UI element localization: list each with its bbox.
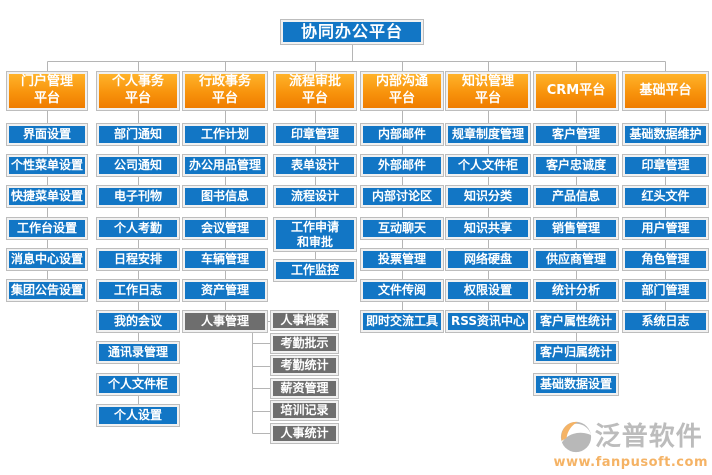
module-node: 车辆管理 <box>182 248 268 271</box>
module-node: 流程设计 <box>273 185 357 208</box>
module-node: 工作计划 <box>182 123 268 146</box>
module-node: 个性菜单设置 <box>6 154 88 177</box>
module-node: 客户忠诚度 <box>533 154 619 177</box>
module-node: RSS资讯中心 <box>445 310 531 333</box>
module-node: 我的会议 <box>96 310 180 333</box>
module-node: 快捷菜单设置 <box>6 185 88 208</box>
module-node: 图书信息 <box>182 185 268 208</box>
submodule-node: 薪资管理 <box>270 378 339 399</box>
module-node: 会议管理 <box>182 217 268 240</box>
platform-header: 流程审批 平台 <box>273 71 357 111</box>
module-node: 即时交流工具 <box>360 310 444 333</box>
module-node: 网络硬盘 <box>445 248 531 271</box>
submodule-node: 考勤统计 <box>270 355 339 376</box>
module-node: 知识共享 <box>445 217 531 240</box>
module-node: 产品信息 <box>533 185 619 208</box>
module-node: 红头文件 <box>622 185 709 208</box>
fanpu-logo-icon <box>559 420 593 454</box>
module-node: 文件传阅 <box>360 279 444 302</box>
submodule-node: 考勤批示 <box>270 333 339 354</box>
module-node: 个人文件柜 <box>96 373 180 396</box>
module-node: 客户归属统计 <box>533 341 619 364</box>
module-node: 界面设置 <box>6 123 88 146</box>
module-node: 电子刊物 <box>96 185 180 208</box>
module-node: 互动聊天 <box>360 217 444 240</box>
submodule-node: 人事档案 <box>270 310 339 331</box>
module-node: 办公用品管理 <box>182 154 268 177</box>
module-node: 客户管理 <box>533 123 619 146</box>
platform-header: 行政事务 平台 <box>182 71 268 111</box>
module-node: 人事管理 <box>182 310 268 333</box>
module-node: 工作台设置 <box>6 217 88 240</box>
module-node: 个人文件柜 <box>445 154 531 177</box>
module-node: 供应商管理 <box>533 248 619 271</box>
module-node: 工作日志 <box>96 279 180 302</box>
platform-header: 知识管理 平台 <box>445 71 531 111</box>
module-node: 日程安排 <box>96 248 180 271</box>
module-node: 系统日志 <box>622 310 709 333</box>
module-node: 个人考勤 <box>96 217 180 240</box>
module-node: 统计分析 <box>533 279 619 302</box>
module-node: 内部邮件 <box>360 123 444 146</box>
module-node: 投票管理 <box>360 248 444 271</box>
submodule-node: 培训记录 <box>270 400 339 421</box>
platform-header: 个人事务 平台 <box>96 71 180 111</box>
module-node: 消息中心设置 <box>6 248 88 271</box>
module-node: 基础数据维护 <box>622 123 709 146</box>
module-node: 权限设置 <box>445 279 531 302</box>
module-node: 角色管理 <box>622 248 709 271</box>
module-node: 基础数据设置 <box>533 373 619 396</box>
platform-header: 内部沟通 平台 <box>360 71 444 111</box>
module-node: 外部邮件 <box>360 154 444 177</box>
platform-header: 门户管理 平台 <box>6 71 88 111</box>
module-node: 工作监控 <box>273 259 357 282</box>
module-node: 印章管理 <box>622 154 709 177</box>
submodule-node: 人事统计 <box>270 423 339 444</box>
fanpu-logo-url: www.fanpusoft.com <box>553 455 708 470</box>
module-node: 通讯录管理 <box>96 341 180 364</box>
module-node: 知识分类 <box>445 185 531 208</box>
module-node: 客户属性统计 <box>533 310 619 333</box>
module-node: 印章管理 <box>273 123 357 146</box>
module-node: 用户管理 <box>622 217 709 240</box>
module-node: 集团公告设置 <box>6 279 88 302</box>
module-node: 公司通知 <box>96 154 180 177</box>
module-node: 部门管理 <box>622 279 709 302</box>
module-node: 表单设计 <box>273 154 357 177</box>
module-node: 内部讨论区 <box>360 185 444 208</box>
module-node: 工作申请 和审批 <box>273 217 357 252</box>
module-node: 销售管理 <box>533 217 619 240</box>
root-node: 协同办公平台 <box>280 19 424 45</box>
fanpu-logo-text: 泛普软件 <box>594 422 703 452</box>
module-node: 个人设置 <box>96 404 180 427</box>
platform-header: CRM平台 <box>533 71 619 111</box>
fanpu-watermark: 泛普软件 www.fanpusoft.com <box>553 420 708 469</box>
platform-header: 基础平台 <box>622 71 709 111</box>
module-node: 规章制度管理 <box>445 123 531 146</box>
module-node: 部门通知 <box>96 123 180 146</box>
module-node: 资产管理 <box>182 279 268 302</box>
